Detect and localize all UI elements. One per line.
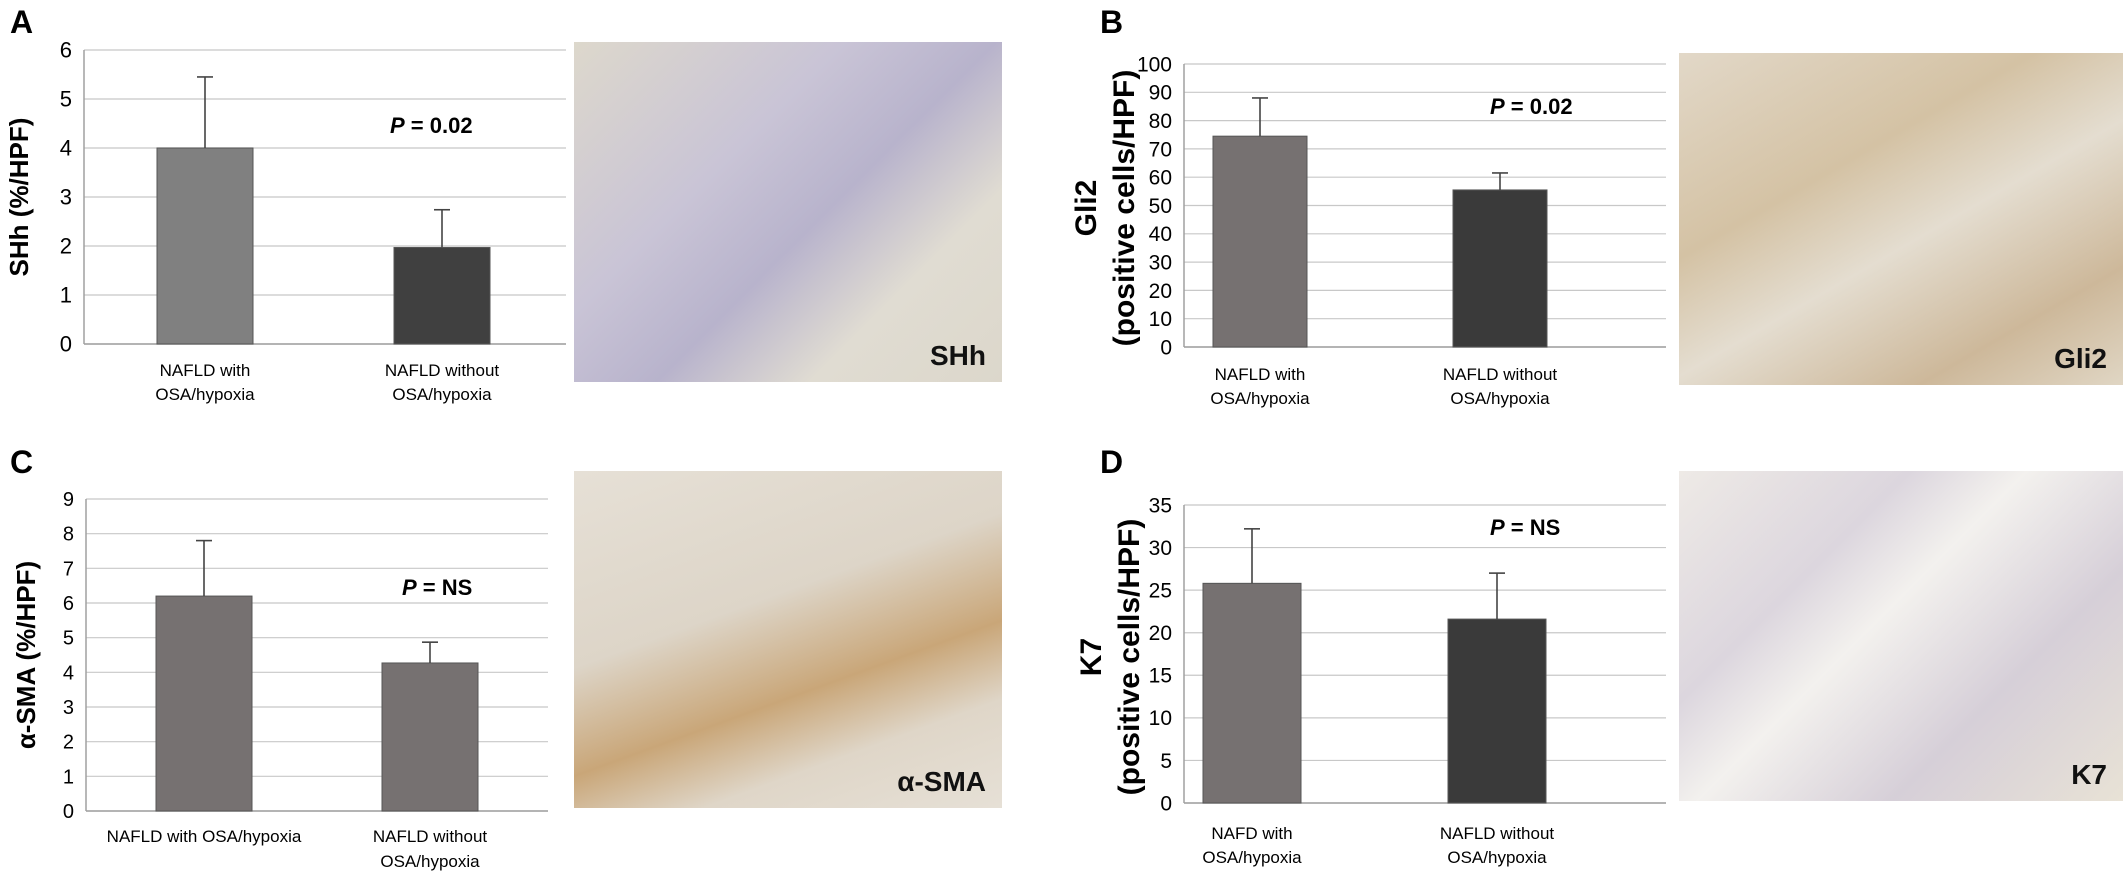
- y-axis-label: (positive cells/HPF): [1108, 70, 1141, 347]
- panel-label-c: C: [10, 444, 34, 480]
- x-category-label: NAFD with: [1211, 824, 1292, 843]
- bar: [393, 246, 491, 345]
- x-category-label: NAFLD without: [1443, 365, 1558, 384]
- p-value-annotation: P = NS: [1490, 515, 1560, 540]
- y-tick-label: 35: [1149, 494, 1172, 517]
- y-tick-label: 5: [60, 87, 72, 112]
- y-tick-label: 15: [1149, 665, 1172, 688]
- y-tick-label: 10: [1149, 707, 1172, 730]
- y-tick-label: 25: [1149, 579, 1172, 602]
- micrograph-label-c: α-SMA: [897, 766, 986, 797]
- y-tick-label: 2: [60, 234, 72, 259]
- chart-b: 0 10 20 30 40 50 60 70 80 90 100 NAFLD with OSA/hypo…: [1070, 53, 1666, 408]
- x-category-label: OSA/hypoxia: [1210, 389, 1310, 408]
- bar: [1202, 582, 1302, 804]
- panel-b: B 0 10 20 30 40 50 60 70 80 90 100 NAFLD with OSA/hy…: [0, 0, 2128, 441]
- micrograph-d: K7: [1679, 471, 2123, 801]
- bar: [1447, 618, 1547, 804]
- y-tick-label: 0: [1160, 792, 1172, 815]
- panel-a: A 0 1 2 3 4 5 6 NAFLD with OSA/hypoxia NAFLD with…: [0, 0, 1064, 441]
- x-category-label: OSA/hypoxia: [380, 852, 480, 871]
- x-category-label: NAFLD with OSA/hypoxia: [107, 827, 302, 846]
- micrograph-label-b: Gli2: [2054, 343, 2107, 374]
- panel-c: C 0 1 2 3 4 5 6 7 8 9 NAFLD with OSA/hypoxia NAFLD …: [10, 444, 1002, 871]
- y-tick-label: 60: [1149, 167, 1172, 190]
- y-axis-label: K7: [1075, 638, 1108, 676]
- y-tick-label: 9: [63, 489, 74, 511]
- y-tick-label: 100: [1137, 53, 1172, 76]
- y-tick-label: 40: [1149, 223, 1172, 246]
- y-tick-label: 6: [63, 593, 74, 615]
- y-tick-label: 70: [1149, 138, 1172, 161]
- y-axis-label: Gli2: [1070, 180, 1103, 237]
- bar: [1212, 135, 1308, 348]
- y-tick-label: 80: [1149, 110, 1172, 133]
- p-value-annotation: P = NS: [402, 575, 472, 600]
- y-tick-label: 1: [63, 766, 74, 788]
- y-tick-label: 5: [63, 628, 74, 650]
- y-tick-label: 20: [1149, 280, 1172, 303]
- y-tick-label: 4: [60, 136, 72, 161]
- y-tick-label: 5: [1160, 750, 1172, 773]
- y-axis-label: SHh (%/HPF): [4, 118, 34, 277]
- y-tick-label: 4: [63, 662, 74, 684]
- micrograph-label-a: SHh: [930, 340, 986, 371]
- chart-a: 0 1 2 3 4 5 6 NAFLD with OSA/hypoxia NAFLD withou…: [4, 38, 566, 404]
- bar: [155, 595, 253, 812]
- bar: [381, 662, 479, 812]
- p-value-annotation: P = 0.02: [390, 113, 473, 138]
- y-tick-label: 2: [63, 732, 74, 754]
- y-tick-label: 1: [60, 283, 72, 308]
- panel-label-d: D: [1100, 444, 1124, 480]
- y-tick-label: 8: [63, 524, 74, 546]
- y-tick-label: 10: [1149, 308, 1172, 331]
- x-category-label: OSA/hypoxia: [1450, 389, 1550, 408]
- p-value-annotation: P = 0.02: [1490, 94, 1573, 119]
- bar: [1452, 189, 1548, 348]
- y-axis-label: α-SMA (%/HPF): [11, 561, 41, 749]
- y-tick-label: 90: [1149, 82, 1172, 105]
- chart-c: 0 1 2 3 4 5 6 7 8 9 NAFLD with OSA/hypoxia NAFLD wi…: [11, 489, 548, 871]
- x-category-label: NAFLD without: [373, 827, 488, 846]
- y-tick-label: 6: [60, 38, 72, 63]
- chart-d: 0 5 10 15 20 25 30 35 NAFD with OSA/hypoxia NAFLD …: [1075, 494, 1666, 867]
- x-category-label: NAFLD without: [1440, 824, 1555, 843]
- y-tick-label: 3: [60, 185, 72, 210]
- y-axis-label: (positive cells/HPF): [1113, 519, 1146, 796]
- x-category-label: NAFLD with: [1215, 365, 1306, 384]
- panel-label-b: B: [1100, 4, 1124, 40]
- y-tick-label: 30: [1149, 251, 1172, 274]
- y-tick-label: 20: [1149, 622, 1172, 645]
- y-tick-label: 0: [1160, 336, 1172, 359]
- x-category-label: OSA/hypoxia: [155, 385, 255, 404]
- y-tick-label: 7: [63, 558, 74, 580]
- y-tick-label: 50: [1149, 195, 1172, 218]
- panel-label-a: A: [10, 4, 34, 40]
- x-category-label: OSA/hypoxia: [392, 385, 492, 404]
- micrograph-label-d: K7: [2071, 759, 2107, 790]
- x-category-label: OSA/hypoxia: [1447, 848, 1547, 867]
- micrograph-a: SHh: [574, 42, 1002, 382]
- y-tick-label: 30: [1149, 537, 1172, 560]
- y-tick-label: 0: [60, 332, 72, 357]
- x-category-label: NAFLD with: [160, 361, 251, 380]
- micrograph-c: α-SMA: [574, 471, 1002, 808]
- y-tick-label: 0: [63, 801, 74, 823]
- x-category-label: OSA/hypoxia: [1202, 848, 1302, 867]
- micrograph-b: Gli2: [1679, 53, 2123, 385]
- x-category-label: NAFLD without: [385, 361, 500, 380]
- y-tick-label: 3: [63, 697, 74, 719]
